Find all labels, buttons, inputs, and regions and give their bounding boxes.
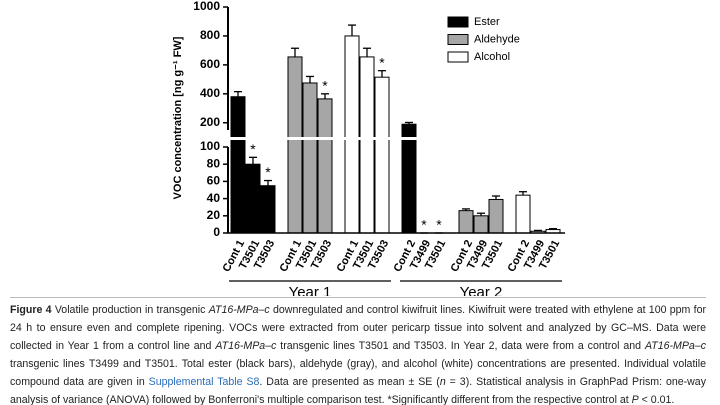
bar xyxy=(458,210,474,234)
legend-label: Alcohol xyxy=(474,51,510,63)
y-tick-label: 100 xyxy=(200,139,220,153)
bar xyxy=(515,194,531,234)
bar xyxy=(488,198,504,234)
y-tick-label: 600 xyxy=(200,57,220,71)
caption-text[interactable]: Supplemental Table S8 xyxy=(148,376,260,388)
caption-text: AT16-MPa–c xyxy=(215,340,277,352)
error-bar xyxy=(264,179,272,186)
significance-marker: * xyxy=(436,217,442,233)
y-tick-label: 0 xyxy=(213,225,220,239)
error-bar xyxy=(534,229,542,232)
error-bar xyxy=(477,212,485,216)
error-bar xyxy=(306,75,314,83)
y-tick-label: 1000 xyxy=(193,0,220,13)
y-tick-label: 60 xyxy=(207,174,221,188)
figure-caption: Figure 4 Volatile production in transgen… xyxy=(10,297,706,405)
error-bar xyxy=(234,91,242,97)
legend-label: Ester xyxy=(474,16,500,28)
caption-text: downregulated and control kiwifruit line… xyxy=(10,304,706,352)
bar xyxy=(230,96,246,234)
caption-text: Figure 4 xyxy=(10,304,52,316)
error-bar xyxy=(321,93,329,99)
y-tick-label: 80 xyxy=(207,156,221,170)
error-bar xyxy=(249,156,257,165)
caption-text: n xyxy=(439,376,446,388)
caption-text: = 3). Statistical analysis in GraphPad P… xyxy=(10,376,706,405)
y-tick-label: 800 xyxy=(200,28,220,42)
caption-text: < 0.01. xyxy=(638,394,675,405)
legend-swatch xyxy=(447,51,469,63)
significance-marker: * xyxy=(379,54,385,70)
error-bar xyxy=(378,70,386,78)
bar xyxy=(374,76,390,234)
caption-text: AT16-MPa–c xyxy=(208,304,270,316)
legend-swatch xyxy=(447,16,469,28)
y-tick-label: 20 xyxy=(207,208,221,222)
bar xyxy=(245,163,261,234)
error-bar xyxy=(492,195,500,200)
y-tick-label: 200 xyxy=(200,115,220,129)
group-label: Year 1 xyxy=(289,284,332,296)
error-bar xyxy=(462,208,470,211)
error-bar xyxy=(405,121,413,125)
bar xyxy=(260,185,276,234)
error-bar xyxy=(348,24,356,36)
significance-marker: * xyxy=(322,78,328,94)
y-tick-label: 40 xyxy=(207,191,221,205)
bar xyxy=(287,56,303,234)
error-bar xyxy=(519,191,527,196)
bar xyxy=(302,82,318,234)
bar xyxy=(401,123,417,234)
error-bar xyxy=(549,228,557,230)
bar xyxy=(473,215,489,234)
chart: VOC concentration [ng g⁻¹ FW] 0 20 40 60 80 1… xyxy=(171,0,565,296)
significance-marker: * xyxy=(250,141,256,157)
bar xyxy=(359,56,375,234)
bar xyxy=(344,35,360,234)
bar xyxy=(317,98,333,234)
group-label: Year 2 xyxy=(460,284,503,296)
caption-text: . Data are presented as mean ± SE ( xyxy=(259,376,440,388)
significance-marker: * xyxy=(421,217,427,233)
caption-text: P xyxy=(631,394,639,405)
error-bar xyxy=(291,47,299,57)
legend-swatch xyxy=(447,34,469,45)
y-axis-label: VOC concentration [ng g⁻¹ FW] xyxy=(172,36,184,199)
caption-text: AT16-MPa–c xyxy=(644,340,706,352)
y-tick-label: 400 xyxy=(200,86,220,100)
caption-text: transgenic lines T3499 and T3501. Total … xyxy=(10,358,706,388)
caption-text: Volatile production in transgenic xyxy=(51,304,209,316)
error-bar xyxy=(363,47,371,57)
caption-text: transgenic lines T3501 and T3503. In Yea… xyxy=(276,340,645,352)
significance-marker: * xyxy=(265,164,271,180)
legend-label: Aldehyde xyxy=(474,33,520,45)
